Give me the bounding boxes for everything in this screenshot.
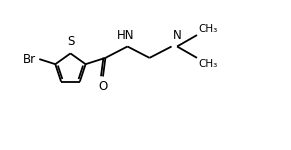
Text: HN: HN <box>117 29 135 42</box>
Text: O: O <box>98 80 108 93</box>
Text: CH₃: CH₃ <box>198 59 218 69</box>
Text: S: S <box>67 35 74 48</box>
Text: CH₃: CH₃ <box>198 24 218 34</box>
Text: Br: Br <box>22 53 36 66</box>
Text: N: N <box>173 29 182 42</box>
